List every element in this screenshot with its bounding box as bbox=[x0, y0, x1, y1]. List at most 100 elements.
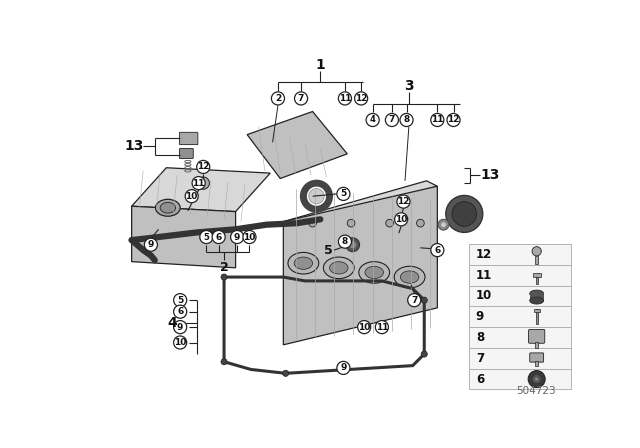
Circle shape bbox=[185, 190, 198, 203]
Circle shape bbox=[421, 297, 428, 303]
Text: 8: 8 bbox=[403, 116, 410, 125]
Bar bbox=[536, 277, 538, 284]
Circle shape bbox=[532, 375, 541, 383]
Text: 6: 6 bbox=[177, 307, 183, 316]
Circle shape bbox=[447, 113, 460, 126]
Text: 7: 7 bbox=[298, 94, 304, 103]
Bar bbox=[536, 309, 538, 324]
Bar bbox=[534, 309, 540, 312]
Ellipse shape bbox=[294, 257, 312, 269]
Text: 9: 9 bbox=[476, 310, 484, 323]
Text: 3: 3 bbox=[404, 79, 413, 93]
Ellipse shape bbox=[288, 252, 319, 274]
Polygon shape bbox=[284, 181, 437, 229]
Text: 9: 9 bbox=[340, 363, 347, 372]
Circle shape bbox=[337, 187, 350, 200]
Circle shape bbox=[221, 359, 227, 365]
Text: 10: 10 bbox=[186, 192, 198, 201]
Text: 11: 11 bbox=[431, 116, 444, 125]
Ellipse shape bbox=[323, 257, 354, 279]
Text: 10: 10 bbox=[476, 289, 492, 302]
Text: 10: 10 bbox=[174, 338, 186, 347]
Polygon shape bbox=[247, 112, 348, 178]
Bar bbox=[469, 327, 570, 348]
Polygon shape bbox=[284, 186, 437, 345]
Text: 6: 6 bbox=[476, 373, 484, 386]
Text: 10: 10 bbox=[243, 233, 255, 241]
Text: 11: 11 bbox=[339, 94, 351, 103]
Bar bbox=[469, 265, 570, 285]
Circle shape bbox=[375, 321, 388, 334]
Circle shape bbox=[397, 195, 410, 208]
Text: 2: 2 bbox=[275, 94, 281, 103]
FancyBboxPatch shape bbox=[529, 329, 545, 343]
Text: 9: 9 bbox=[148, 240, 154, 249]
Text: 7: 7 bbox=[388, 116, 395, 125]
Polygon shape bbox=[132, 206, 236, 268]
Text: 12: 12 bbox=[476, 248, 492, 261]
Text: 504723: 504723 bbox=[516, 386, 556, 396]
Circle shape bbox=[283, 370, 289, 376]
Circle shape bbox=[358, 321, 371, 334]
FancyBboxPatch shape bbox=[179, 148, 193, 159]
Circle shape bbox=[271, 92, 285, 105]
Text: 12: 12 bbox=[355, 94, 367, 103]
Ellipse shape bbox=[359, 262, 390, 283]
Bar bbox=[535, 362, 538, 366]
Text: 2: 2 bbox=[220, 261, 228, 274]
Circle shape bbox=[196, 160, 210, 173]
Circle shape bbox=[294, 92, 308, 105]
Circle shape bbox=[308, 189, 324, 204]
Circle shape bbox=[197, 177, 209, 190]
Ellipse shape bbox=[394, 266, 425, 288]
Text: 12: 12 bbox=[447, 116, 460, 125]
Circle shape bbox=[339, 235, 351, 248]
Circle shape bbox=[438, 220, 449, 230]
Circle shape bbox=[173, 305, 187, 318]
Text: 5: 5 bbox=[340, 190, 346, 198]
Text: 12: 12 bbox=[397, 197, 410, 206]
Ellipse shape bbox=[401, 271, 419, 283]
Circle shape bbox=[366, 113, 380, 126]
Circle shape bbox=[452, 202, 477, 226]
Text: 10: 10 bbox=[395, 215, 407, 224]
Circle shape bbox=[408, 293, 420, 307]
Text: 8: 8 bbox=[342, 237, 348, 246]
Circle shape bbox=[441, 222, 446, 228]
Text: 11: 11 bbox=[376, 323, 388, 332]
Bar bbox=[469, 369, 570, 389]
Circle shape bbox=[400, 113, 413, 126]
Circle shape bbox=[173, 293, 187, 307]
Circle shape bbox=[221, 274, 227, 280]
Text: 5: 5 bbox=[204, 233, 209, 241]
Bar bbox=[535, 256, 538, 264]
Circle shape bbox=[532, 247, 541, 256]
Text: 6: 6 bbox=[434, 246, 440, 254]
Text: 4: 4 bbox=[168, 316, 177, 330]
Circle shape bbox=[192, 177, 205, 190]
Text: 7: 7 bbox=[476, 352, 484, 365]
Ellipse shape bbox=[156, 199, 180, 216]
Text: 11: 11 bbox=[476, 269, 492, 282]
Circle shape bbox=[337, 362, 350, 375]
Text: 5: 5 bbox=[324, 244, 332, 257]
Ellipse shape bbox=[160, 202, 175, 213]
Ellipse shape bbox=[530, 290, 543, 297]
Bar bbox=[469, 285, 570, 306]
Circle shape bbox=[173, 321, 187, 334]
Text: 12: 12 bbox=[197, 163, 209, 172]
Text: 8: 8 bbox=[476, 331, 484, 344]
FancyBboxPatch shape bbox=[530, 353, 543, 362]
Text: 5: 5 bbox=[177, 296, 183, 305]
Ellipse shape bbox=[365, 266, 383, 279]
Text: 9: 9 bbox=[234, 233, 241, 241]
Circle shape bbox=[421, 351, 428, 357]
Ellipse shape bbox=[530, 297, 543, 304]
Text: 13: 13 bbox=[480, 168, 499, 182]
Circle shape bbox=[349, 241, 356, 249]
Circle shape bbox=[446, 195, 483, 233]
Circle shape bbox=[346, 238, 360, 252]
Circle shape bbox=[200, 230, 213, 244]
Bar bbox=[469, 348, 570, 369]
Text: 9: 9 bbox=[177, 323, 183, 332]
